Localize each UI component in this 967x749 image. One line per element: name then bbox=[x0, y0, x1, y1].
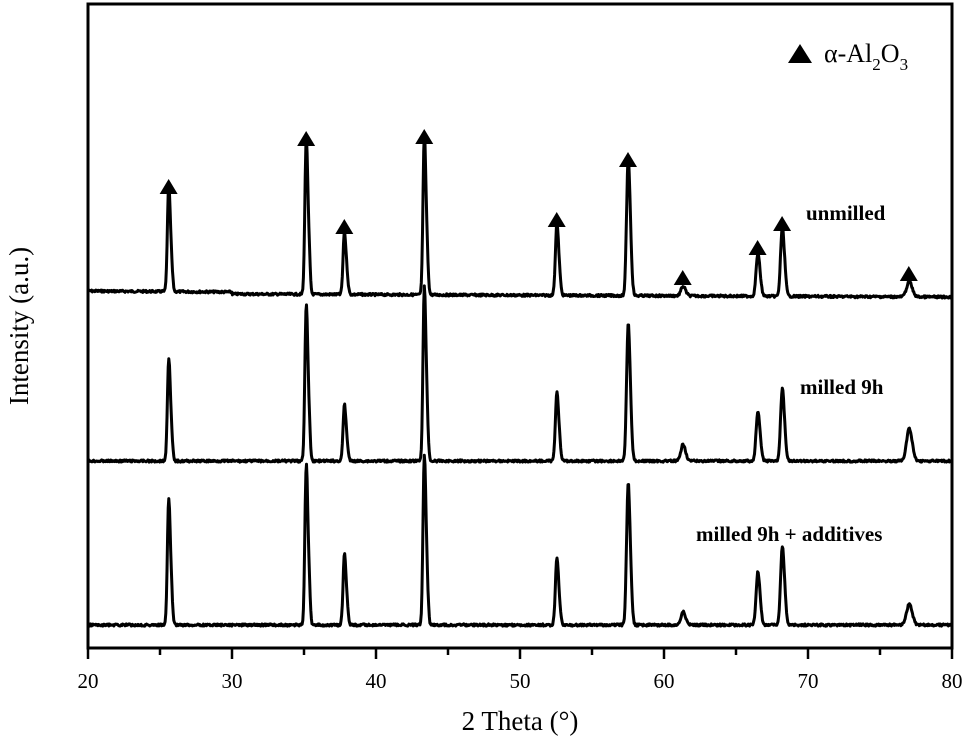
alpha-alumina-triangle-icon bbox=[547, 212, 566, 227]
series-label-unmilled: unmilled bbox=[806, 201, 886, 225]
alpha-alumina-triangle-icon bbox=[159, 179, 178, 194]
trace-milled-9h bbox=[87, 284, 953, 464]
legend: α-Al2O3 bbox=[788, 39, 908, 74]
x-tick-label: 40 bbox=[366, 669, 387, 693]
alpha-alumina-triangle-icon bbox=[773, 216, 792, 231]
x-tick-label: 60 bbox=[654, 669, 675, 693]
x-tick-label: 50 bbox=[510, 669, 531, 693]
alpha-alumina-triangle-icon bbox=[335, 219, 354, 234]
x-axis-title: 2 Theta (°) bbox=[462, 706, 579, 736]
x-tick-label: 30 bbox=[222, 669, 243, 693]
x-axis-tick-labels: 20 30 40 50 60 70 80 bbox=[78, 669, 963, 693]
plot-frame bbox=[86, 2, 954, 650]
x-axis-ticks bbox=[86, 648, 954, 659]
alpha-alumina-triangle-icon bbox=[673, 270, 692, 285]
alpha-alumina-triangle-icon bbox=[297, 131, 316, 146]
diffraction-traces bbox=[87, 133, 954, 628]
x-tick-label: 70 bbox=[798, 669, 819, 693]
legend-triangle-icon bbox=[788, 44, 812, 63]
x-tick-label: 80 bbox=[942, 669, 963, 693]
alpha-alumina-triangle-icon bbox=[748, 240, 767, 255]
trace-unmilled bbox=[87, 133, 954, 300]
series-label-milled-9h-additives: milled 9h + additives bbox=[696, 522, 882, 546]
trace-milled-9h-additives bbox=[87, 453, 954, 628]
legend-label: α-Al2O3 bbox=[824, 39, 908, 74]
alpha-alumina-triangle-icon bbox=[899, 266, 918, 281]
x-tick-label: 20 bbox=[78, 669, 99, 693]
peak-markers bbox=[159, 129, 918, 285]
y-axis-title: Intensity (a.u.) bbox=[4, 247, 34, 405]
alpha-alumina-triangle-icon bbox=[415, 129, 434, 144]
alpha-alumina-triangle-icon bbox=[619, 152, 637, 167]
series-label-milled-9h: milled 9h bbox=[800, 375, 884, 399]
